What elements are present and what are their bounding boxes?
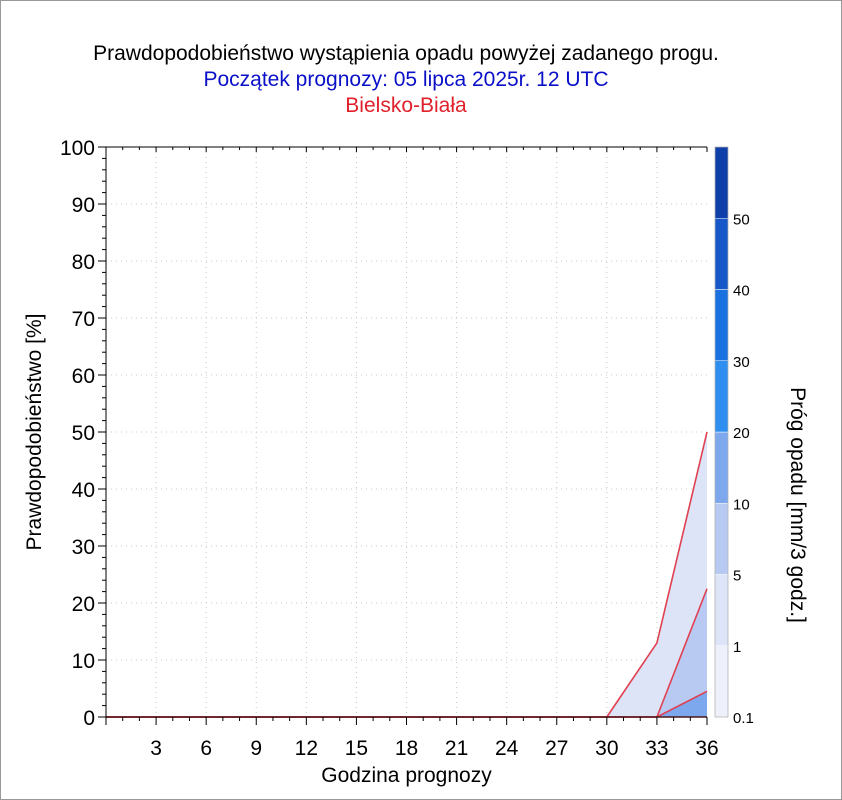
colorbar-title: Próg opadu [mm/3 godz.] — [786, 387, 809, 623]
chart-title: Prawdopodobieństwo wystąpienia opadu pow… — [93, 42, 719, 65]
colorbar-label: 1 — [733, 639, 741, 656]
y-tick-label: 80 — [72, 251, 95, 274]
x-tick-label: 33 — [645, 737, 668, 760]
colorbar-segment — [714, 645, 729, 718]
colorbar-frame — [714, 146, 729, 718]
x-tick-label: 9 — [250, 737, 262, 760]
area-threshold-0 — [106, 432, 707, 717]
colorbar-label: 50 — [733, 211, 750, 228]
y-tick-label: 10 — [72, 650, 95, 673]
x-tick-label: 15 — [345, 737, 368, 760]
x-tick-label: 12 — [295, 737, 318, 760]
colorbar-label: 20 — [733, 425, 750, 442]
y-tick-label: 60 — [72, 365, 95, 388]
colorbar-segment — [714, 218, 729, 290]
colorbar-segment — [714, 503, 729, 575]
x-tick-label: 6 — [200, 737, 212, 760]
y-tick-label: 90 — [72, 194, 95, 217]
forecast-start-subtitle: Początek prognozy: 05 lipca 2025r. 12 UT… — [203, 68, 609, 91]
colorbar-label: 40 — [733, 283, 750, 300]
y-tick-label: 30 — [72, 536, 95, 559]
colorbar-segment — [714, 289, 729, 361]
location-subtitle: Bielsko-Biała — [345, 94, 467, 117]
colorbar-label: 0.1 — [733, 710, 754, 727]
colorbar-segment — [714, 360, 729, 433]
y-tick-label: 20 — [72, 593, 95, 616]
y-tick-label: 0 — [83, 707, 95, 730]
y-tick-label: 40 — [72, 479, 95, 502]
colorbar-label: 30 — [733, 354, 750, 371]
x-tick-label: 21 — [445, 737, 468, 760]
colorbar-label: 10 — [733, 496, 750, 513]
colorbar-segment — [714, 431, 729, 504]
colorbar-label: 5 — [733, 568, 741, 585]
y-tick-label: 50 — [72, 422, 95, 445]
colorbar-segment — [714, 146, 729, 219]
colorbar-segment — [714, 574, 729, 646]
y-tick-label: 100 — [60, 137, 95, 160]
x-tick-label: 18 — [395, 737, 418, 760]
x-tick-label: 3 — [150, 737, 162, 760]
x-tick-label: 36 — [695, 737, 718, 760]
x-tick-label: 30 — [595, 737, 618, 760]
x-axis-label: Godzina prognozy — [321, 764, 492, 787]
x-tick-label: 27 — [545, 737, 568, 760]
x-tick-label: 24 — [495, 737, 519, 760]
y-tick-label: 70 — [72, 308, 95, 331]
y-axis-label: Prawdopodobieństwo [%] — [23, 314, 46, 551]
